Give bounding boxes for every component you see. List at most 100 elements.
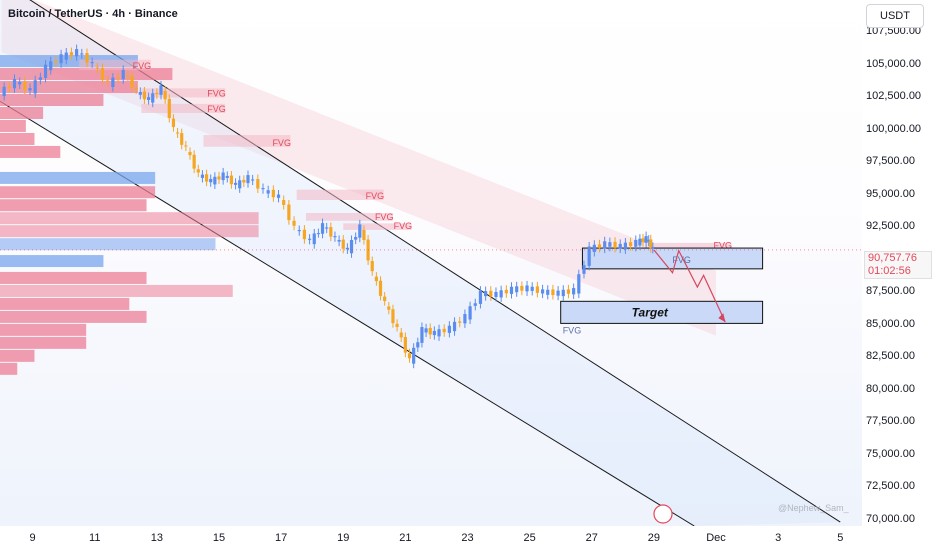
candle-body — [647, 239, 651, 242]
candle-body — [387, 306, 391, 310]
candle-body — [515, 286, 519, 293]
cloud-band — [1, 0, 717, 336]
candle-body — [452, 321, 457, 332]
volume-profile-bar — [0, 199, 147, 212]
candle-body — [530, 286, 534, 291]
fvg-label: FVG — [272, 138, 291, 148]
x-tick-label: 23 — [461, 532, 474, 544]
candle-body — [320, 223, 325, 234]
target-label: Target — [632, 305, 669, 319]
candle-body — [399, 332, 403, 338]
candle-body — [225, 175, 229, 178]
candle-body — [638, 238, 642, 246]
candle-body — [345, 247, 349, 250]
candle-body — [142, 91, 147, 100]
candle-body — [155, 92, 159, 95]
x-tick-label: 19 — [337, 532, 350, 544]
candle-body — [180, 133, 184, 145]
candle-body — [478, 290, 483, 304]
y-tick-label: 105,000.00 — [866, 57, 922, 70]
candle-body — [271, 189, 275, 198]
candle-body — [341, 239, 345, 249]
candle-body — [256, 179, 260, 189]
last-price-tag: 90,757.76 01:02:56 — [864, 251, 932, 279]
candle-body — [473, 303, 477, 306]
candle-body — [407, 353, 412, 359]
candle-body — [618, 243, 622, 249]
candle-body — [566, 289, 571, 294]
candle-body — [468, 306, 472, 320]
target-box — [560, 300, 764, 324]
author-watermark: @Nephew_Sam_ — [778, 503, 849, 513]
x-tick-label: 27 — [585, 532, 598, 544]
candle-body — [349, 240, 354, 254]
candle-body — [238, 180, 242, 189]
y-tick-label: 82,500.00 — [866, 350, 915, 363]
candle-body — [266, 190, 270, 194]
candle-body — [412, 347, 416, 364]
x-tick-label: 17 — [274, 532, 288, 544]
chart-title: Bitcoin / TetherUS · 4h · Binance — [8, 8, 178, 20]
candle-body — [213, 176, 217, 185]
fvg-zone — [647, 242, 732, 250]
candle-body — [463, 314, 467, 324]
y-tick-label: 77,500.00 — [866, 415, 915, 428]
candle-body — [297, 230, 301, 232]
candle-body — [540, 289, 545, 294]
fvg-label: FVG — [375, 212, 394, 222]
x-tick-label: 13 — [150, 532, 163, 544]
candle-body — [592, 244, 596, 252]
candle-body — [499, 290, 503, 298]
candle-body — [358, 224, 362, 238]
candle-body — [242, 179, 246, 183]
candle-body — [442, 328, 446, 333]
x-tick-label: 29 — [647, 532, 660, 544]
candle-body — [229, 175, 234, 185]
fvg-zone — [296, 189, 384, 201]
candle-body — [561, 289, 565, 297]
x-tick-label: Dec — [706, 532, 726, 544]
chart-plot-area[interactable]: FVG FVG FVG FVG FVG FVG FVG FVG FVG Target FVG Bit… — [0, 0, 862, 526]
candle-body — [623, 242, 628, 250]
candle-body — [111, 77, 115, 88]
currency-button[interactable]: USDT — [866, 4, 924, 28]
candle-body — [484, 291, 488, 297]
volume-profile-bar — [0, 171, 156, 184]
candle-body — [100, 68, 105, 80]
candle-body — [204, 174, 209, 182]
y-tick-label: 72,500.00 — [866, 480, 915, 493]
candle-body — [644, 236, 648, 243]
candle-body — [577, 274, 581, 294]
x-tick-label: 5 — [837, 532, 844, 544]
y-tick-label: 92,500.00 — [866, 220, 915, 233]
fvg-label: FVG — [563, 325, 582, 335]
candle-body — [217, 176, 221, 180]
candle-body — [628, 242, 633, 247]
candle-body — [587, 246, 591, 266]
projection-path — [653, 249, 726, 323]
y-tick-label: 102,500.00 — [866, 90, 922, 103]
candle-body — [151, 93, 155, 103]
x-tick-label: 9 — [29, 532, 36, 544]
candle-body — [649, 239, 653, 249]
candle-body — [556, 290, 560, 296]
candle-body — [85, 53, 89, 63]
candle-countdown: 01:02:56 — [868, 265, 911, 277]
candle-body — [307, 238, 312, 240]
candle-body — [7, 86, 11, 88]
volume-profile-bar — [0, 255, 104, 268]
fvg-label: FVG — [714, 240, 733, 250]
time-axis[interactable]: 9 11 13 15 17 19 21 23 25 27 29 Dec 3 5 — [0, 526, 862, 550]
candle-body — [12, 78, 17, 89]
candle-body — [302, 229, 307, 240]
y-tick-label: 97,500.00 — [866, 155, 915, 168]
candle-body — [292, 220, 296, 226]
candle-body — [520, 285, 524, 291]
candle-body — [546, 289, 550, 295]
volume-profile-bar — [0, 362, 18, 375]
candle-body — [651, 247, 655, 249]
candle-body — [38, 77, 42, 80]
candle-body — [608, 242, 612, 247]
volume-profile-bar — [0, 225, 259, 238]
